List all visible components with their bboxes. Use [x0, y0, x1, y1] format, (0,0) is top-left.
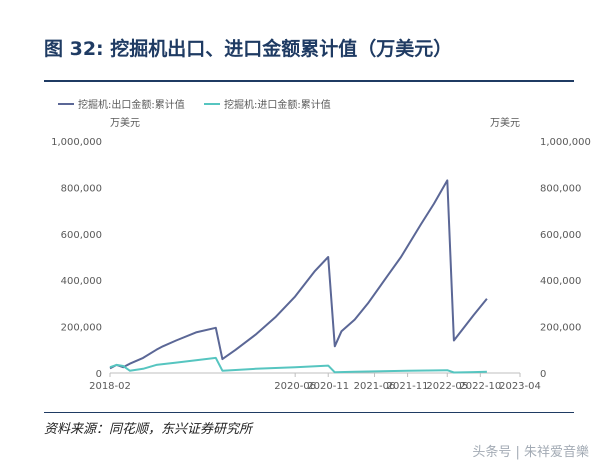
left-y-tick-label: 200,000: [61, 323, 102, 334]
figure-title: 图 32: 挖掘机出口、进口金额累计值（万美元）: [44, 38, 453, 60]
legend-label: 挖掘机:出口金额:累计值: [78, 98, 185, 111]
watermark-text: 头条号 | 朱祥爱音樂: [472, 445, 589, 460]
left-axis-unit: 万美元: [110, 116, 140, 129]
left-y-tick-label: 800,000: [61, 183, 102, 194]
x-tick-label: 2020-06: [274, 381, 316, 392]
x-tick-label: 2021-11: [387, 381, 429, 392]
left-y-tick-label: 600,000: [61, 230, 102, 241]
right-y-tick-label: 0: [540, 369, 546, 380]
x-tick-label: 2022-10: [459, 381, 501, 392]
legend-label: 挖掘机:进口金额:累计值: [224, 98, 331, 111]
series-line-import: [109, 356, 487, 374]
right-axis-unit: 万美元: [490, 116, 520, 129]
left-y-tick-label: 400,000: [61, 276, 102, 287]
left-y-tick-label: 1,000,000: [51, 137, 102, 148]
left-y-axis-ticks: 0 200,000 400,000 600,000 800,000 1,000,000: [51, 137, 102, 380]
series-line-export: [109, 179, 488, 370]
right-y-tick-label: 400,000: [540, 276, 581, 287]
title-rule: [44, 80, 574, 82]
x-tick-label: 2021-06: [354, 381, 396, 392]
right-y-tick-label: 800,000: [540, 183, 581, 194]
left-y-tick-label: 0: [96, 369, 102, 380]
x-tick-label: 2023-04: [499, 381, 541, 392]
x-tick-label: 2022-05: [426, 381, 468, 392]
x-tick-label: 2020-11: [307, 381, 349, 392]
right-y-tick-label: 1,000,000: [540, 137, 591, 148]
series-layer: [109, 179, 488, 374]
right-y-tick-label: 600,000: [540, 230, 581, 241]
chart-legend: 挖掘机:出口金额:累计值 挖掘机:进口金额:累计值: [58, 98, 331, 111]
source-note: 资料来源：同花顺，东兴证券研究所: [44, 422, 253, 437]
right-y-axis-ticks: 0 200,000 400,000 600,000 800,000 1,000,000: [540, 137, 591, 380]
x-tick-label: 2018-02: [89, 381, 131, 392]
source-rule: [44, 412, 574, 413]
right-y-tick-label: 200,000: [540, 323, 581, 334]
